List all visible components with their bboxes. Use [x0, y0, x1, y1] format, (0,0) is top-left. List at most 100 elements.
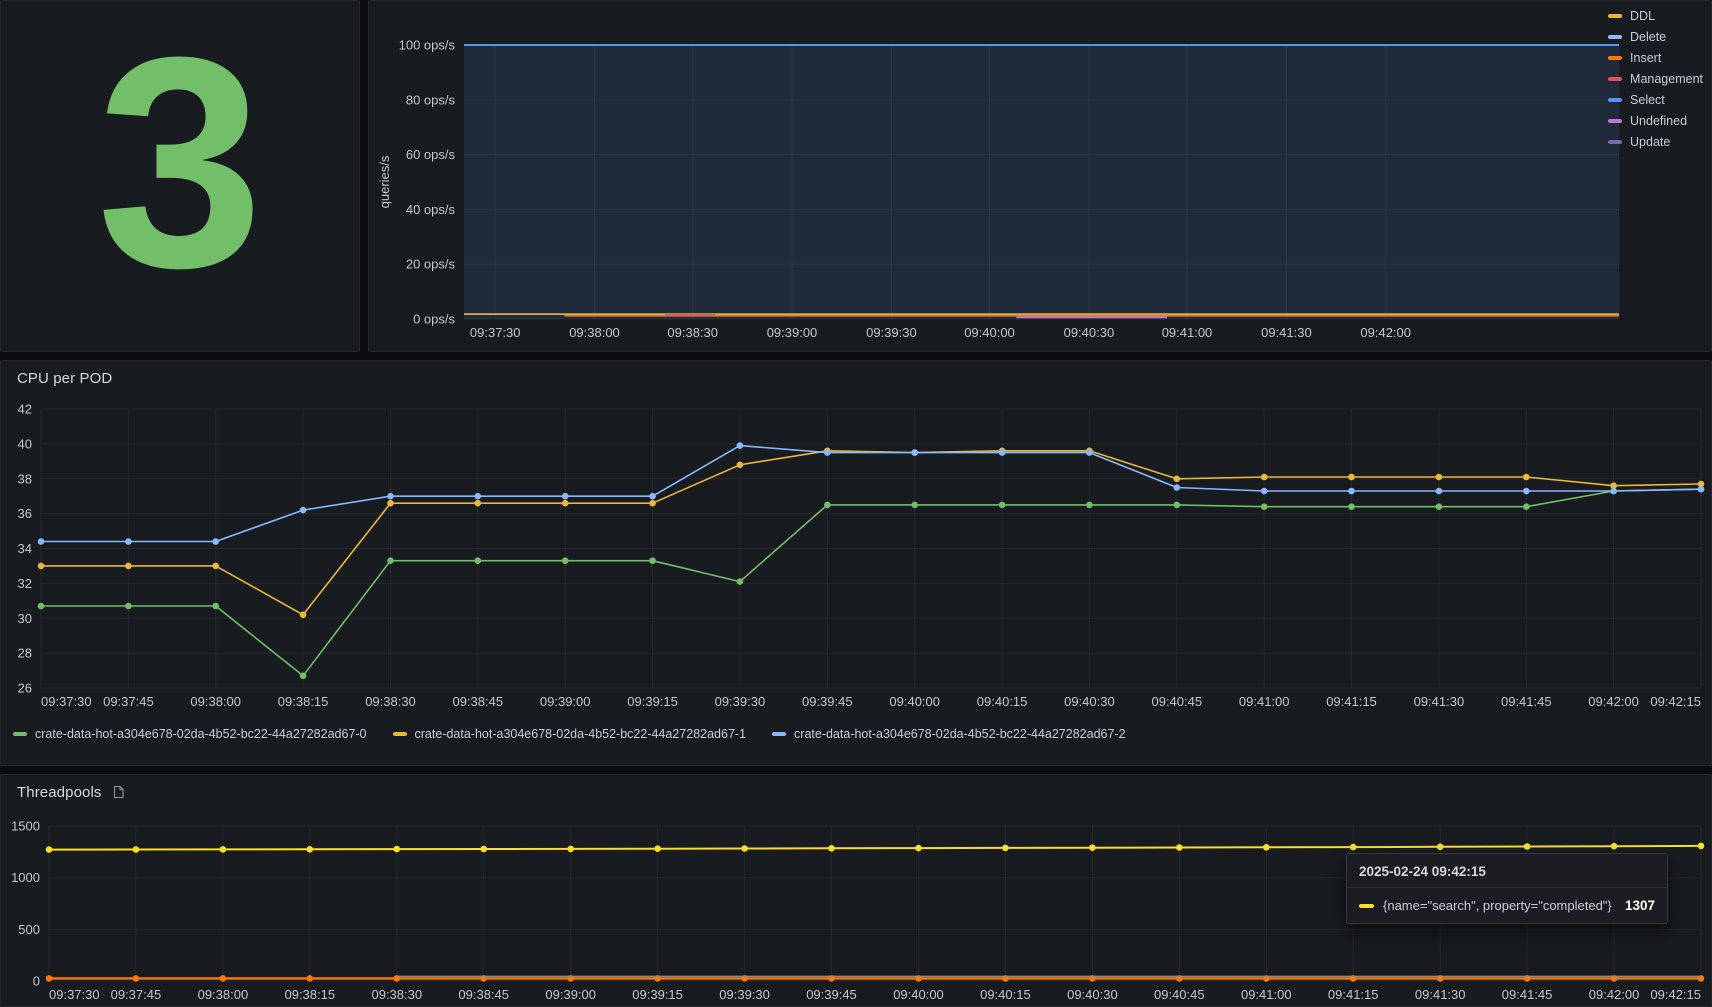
series-point — [475, 500, 482, 507]
legend-item-Update[interactable]: Update — [1608, 135, 1703, 149]
series-point — [1174, 476, 1181, 483]
series-point — [1348, 474, 1355, 481]
svg-text:09:39:00: 09:39:00 — [545, 987, 596, 1002]
legend-swatch — [1608, 35, 1622, 39]
svg-text:09:38:45: 09:38:45 — [452, 694, 503, 709]
svg-text:09:39:00: 09:39:00 — [540, 694, 591, 709]
svg-text:09:40:45: 09:40:45 — [1154, 987, 1205, 1002]
svg-text:09:40:15: 09:40:15 — [980, 987, 1031, 1002]
tooltip-series-label: {name="search", property="completed"} — [1383, 898, 1612, 913]
legend-swatch — [1608, 119, 1622, 123]
series-point — [212, 563, 219, 570]
series-point — [562, 557, 569, 564]
svg-text:28: 28 — [18, 646, 32, 661]
series-point — [38, 538, 45, 545]
series-point — [1523, 488, 1530, 495]
legend-item-DDL[interactable]: DDL — [1608, 9, 1703, 23]
svg-text:0 ops/s: 0 ops/s — [413, 312, 455, 327]
series-point — [387, 557, 394, 564]
legend-item-crate-data-hot-a304e678-02da-4b52-bc22-44a27282ad67-2[interactable]: crate-data-hot-a304e678-02da-4b52-bc22-4… — [772, 727, 1126, 741]
svg-text:09:38:00: 09:38:00 — [569, 325, 620, 340]
series-point — [649, 500, 656, 507]
series-point — [1348, 488, 1355, 495]
svg-text:09:42:15: 09:42:15 — [1650, 987, 1701, 1002]
series-line — [49, 846, 1701, 850]
panel-description-icon[interactable] — [112, 785, 125, 799]
series-point — [737, 442, 744, 449]
series-point — [1436, 503, 1443, 510]
series-point — [915, 845, 922, 852]
svg-text:09:38:15: 09:38:15 — [284, 987, 335, 1002]
svg-text:09:41:15: 09:41:15 — [1328, 987, 1379, 1002]
svg-text:34: 34 — [18, 541, 32, 556]
svg-text:09:40:00: 09:40:00 — [964, 325, 1015, 340]
svg-text:09:38:00: 09:38:00 — [190, 694, 241, 709]
legend-label: Update — [1630, 135, 1670, 149]
legend-item-Management[interactable]: Management — [1608, 72, 1703, 86]
legend-label: crate-data-hot-a304e678-02da-4b52-bc22-4… — [794, 727, 1126, 741]
legend-swatch — [1608, 14, 1622, 18]
series-point — [1263, 844, 1270, 851]
series-point — [999, 502, 1006, 509]
series-point — [737, 462, 744, 469]
series-point — [125, 538, 132, 545]
legend-swatch — [1608, 140, 1622, 144]
cpu-chart[interactable]: 26283032343638404209:37:3009:37:4509:38:… — [1, 361, 1711, 765]
series-point — [394, 846, 401, 853]
tooltip-series-value: 1307 — [1625, 898, 1655, 913]
svg-text:09:42:00: 09:42:00 — [1589, 987, 1640, 1002]
series-point — [1086, 502, 1093, 509]
svg-text:09:40:30: 09:40:30 — [1064, 694, 1115, 709]
legend-item-crate-data-hot-a304e678-02da-4b52-bc22-44a27282ad67-1[interactable]: crate-data-hot-a304e678-02da-4b52-bc22-4… — [393, 727, 747, 741]
series-point — [654, 845, 661, 852]
svg-text:09:40:00: 09:40:00 — [889, 694, 940, 709]
series-point — [1523, 474, 1530, 481]
svg-text:09:40:30: 09:40:30 — [1067, 987, 1118, 1002]
legend-item-crate-data-hot-a304e678-02da-4b52-bc22-44a27282ad67-0[interactable]: crate-data-hot-a304e678-02da-4b52-bc22-4… — [13, 727, 367, 741]
svg-text:60 ops/s: 60 ops/s — [406, 147, 456, 162]
series-point — [133, 975, 140, 982]
queries-panel: 0 ops/s20 ops/s40 ops/s60 ops/s80 ops/s1… — [368, 0, 1712, 352]
queries-legend: DDL Delete Insert Management Select Undefined… — [1608, 9, 1703, 149]
legend-item-Delete[interactable]: Delete — [1608, 30, 1703, 44]
series-point — [824, 502, 831, 509]
svg-text:09:41:45: 09:41:45 — [1501, 694, 1552, 709]
svg-text:09:38:30: 09:38:30 — [371, 987, 422, 1002]
series-point — [300, 612, 307, 619]
legend-swatch — [393, 732, 407, 736]
series-point — [649, 557, 656, 564]
svg-text:500: 500 — [18, 922, 40, 937]
series-point — [1524, 843, 1531, 850]
threadpools-panel: Threadpools 05001000150009:37:3009:37:45… — [0, 774, 1712, 1007]
svg-text:09:40:45: 09:40:45 — [1151, 694, 1202, 709]
cpu-panel-title[interactable]: CPU per POD — [17, 370, 112, 387]
series-point — [1174, 502, 1181, 509]
legend-item-Insert[interactable]: Insert — [1608, 51, 1703, 65]
legend-swatch — [772, 732, 786, 736]
threadpools-panel-title[interactable]: Threadpools — [17, 784, 102, 801]
cpu-grid: 26283032343638404209:37:3009:37:4509:38:… — [18, 402, 1701, 710]
svg-text:09:37:30: 09:37:30 — [49, 987, 100, 1002]
series-fill — [464, 45, 1619, 319]
queries-chart[interactable]: 0 ops/s20 ops/s40 ops/s60 ops/s80 ops/s1… — [369, 1, 1711, 351]
series-point — [567, 846, 574, 853]
legend-item-Undefined[interactable]: Undefined — [1608, 114, 1703, 128]
legend-label: Insert — [1630, 51, 1661, 65]
series-point — [307, 846, 314, 853]
svg-text:09:38:15: 09:38:15 — [278, 694, 329, 709]
legend-label: Select — [1630, 93, 1665, 107]
svg-text:100 ops/s: 100 ops/s — [399, 38, 456, 53]
series-point — [1086, 449, 1093, 456]
series-point — [1002, 845, 1009, 852]
series-point — [1698, 843, 1705, 850]
svg-text:20 ops/s: 20 ops/s — [406, 257, 456, 272]
svg-text:1000: 1000 — [11, 870, 40, 885]
cpu-panel: CPU per POD 26283032343638404209:37:3009… — [0, 360, 1712, 766]
series-point — [911, 449, 918, 456]
svg-text:09:39:00: 09:39:00 — [767, 325, 818, 340]
series-point — [212, 538, 219, 545]
svg-text:36: 36 — [18, 506, 32, 521]
legend-item-Select[interactable]: Select — [1608, 93, 1703, 107]
series-point — [125, 563, 132, 570]
svg-text:09:37:30: 09:37:30 — [41, 694, 92, 709]
